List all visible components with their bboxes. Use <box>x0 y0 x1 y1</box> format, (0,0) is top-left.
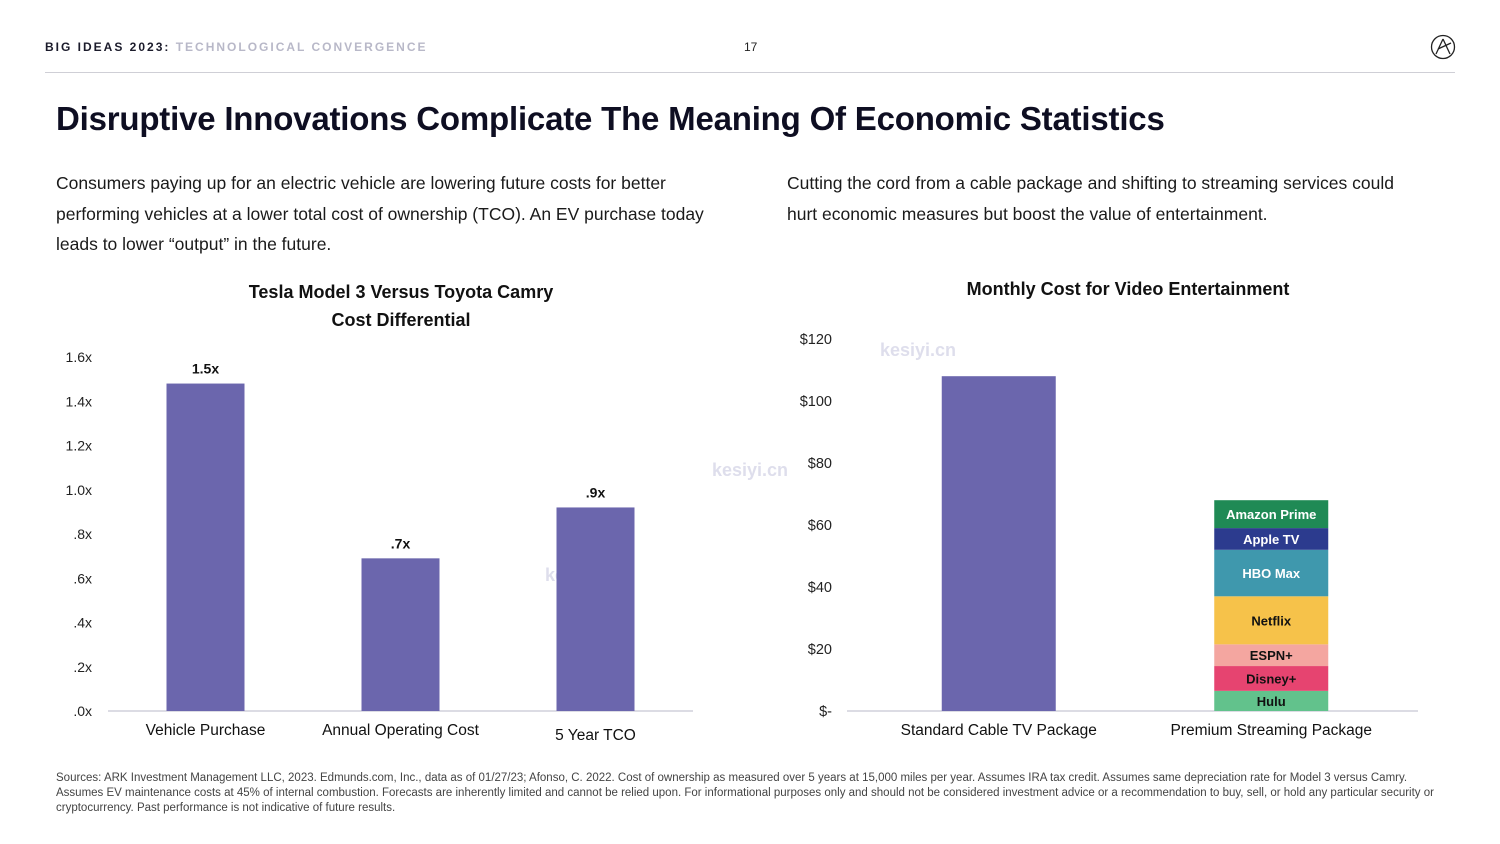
left-paragraph: Consumers paying up for an electric vehi… <box>56 173 704 254</box>
ark-logo-icon <box>1430 34 1456 60</box>
stack-segment <box>1214 596 1329 645</box>
segment-label: Netflix <box>1251 613 1292 628</box>
brand-name: BIG IDEAS 2023 <box>45 40 165 54</box>
y-tick-label: $- <box>819 704 832 720</box>
stack-segment <box>1214 500 1329 529</box>
y-tick-label: $60 <box>808 518 832 534</box>
stack-segment <box>1214 549 1329 597</box>
y-tick-label: $120 <box>800 332 832 348</box>
watermark-text: kesiyi.cn <box>712 460 789 480</box>
right-paragraph: Cutting the cord from a cable package an… <box>787 173 1394 224</box>
y-tick-label: 1.2x <box>66 438 92 454</box>
tesla-camry-bar-chart: Tesla Model 3 Versus Toyota Camry Cost Di… <box>66 282 693 744</box>
segment-label: Hulu <box>1257 694 1286 709</box>
y-tick-label: 1.6x <box>66 349 92 365</box>
page-number: 17 <box>744 40 758 54</box>
segment-label: Amazon Prime <box>1226 507 1316 522</box>
segment-label: Apple TV <box>1243 532 1300 547</box>
y-tick-label: 1.4x <box>66 393 92 409</box>
y-tick-label: $80 <box>808 456 832 472</box>
chart-title-line: Cost Differential <box>331 310 470 330</box>
x-category-label: Premium Streaming Package <box>1170 722 1372 739</box>
bar <box>166 383 245 711</box>
header-brand: BIG IDEAS 2023: TECHNOLOGICAL CONVERGENC… <box>45 40 428 54</box>
y-tick-label: $20 <box>808 642 832 658</box>
y-tick-label: .2x <box>73 659 92 675</box>
video-cost-bar-chart: Monthly Cost for Video Entertainment $- $2… <box>800 279 1418 739</box>
bar <box>361 558 440 711</box>
sources-footnote: Sources: ARK Investment Management LLC, … <box>56 772 1434 814</box>
y-tick-label: $40 <box>808 580 832 596</box>
bar-data-label: .7x <box>391 535 411 551</box>
y-tick-label: .8x <box>73 526 92 542</box>
bar <box>556 507 635 711</box>
chart-title-line: Tesla Model 3 Versus Toyota Camry <box>249 282 553 302</box>
bar <box>941 376 1056 711</box>
header-divider <box>45 72 1455 73</box>
x-category-label: Vehicle Purchase <box>146 722 266 739</box>
bar-data-label: .9x <box>586 484 606 500</box>
x-category-label: 5 Year TCO <box>555 727 636 744</box>
stack-segment <box>1214 690 1329 711</box>
y-tick-label: .0x <box>73 703 92 719</box>
slide-title: Disruptive Innovations Complicate The Me… <box>56 100 1165 137</box>
watermark-text: kesiyi.cn <box>880 340 957 360</box>
stack-segment <box>1214 644 1329 667</box>
chart-title: Monthly Cost for Video Entertainment <box>967 279 1290 299</box>
x-category-label: Annual Operating Cost <box>322 722 480 739</box>
brand-subtitle: TECHNOLOGICAL CONVERGENCE <box>175 40 428 54</box>
bar-data-label: 1.5x <box>192 361 219 377</box>
y-tick-label: $100 <box>800 394 832 410</box>
stack-segment <box>1214 666 1329 691</box>
segment-label: ESPN+ <box>1250 648 1293 663</box>
brand-separator: : <box>164 40 171 54</box>
x-category-label: Standard Cable TV Package <box>901 722 1097 739</box>
y-tick-label: .4x <box>73 615 92 631</box>
segment-label: HBO Max <box>1242 566 1301 581</box>
y-tick-label: .6x <box>73 570 92 586</box>
stack-segment <box>1214 528 1329 550</box>
segment-label: Disney+ <box>1246 671 1297 686</box>
y-tick-label: 1.0x <box>66 482 92 498</box>
